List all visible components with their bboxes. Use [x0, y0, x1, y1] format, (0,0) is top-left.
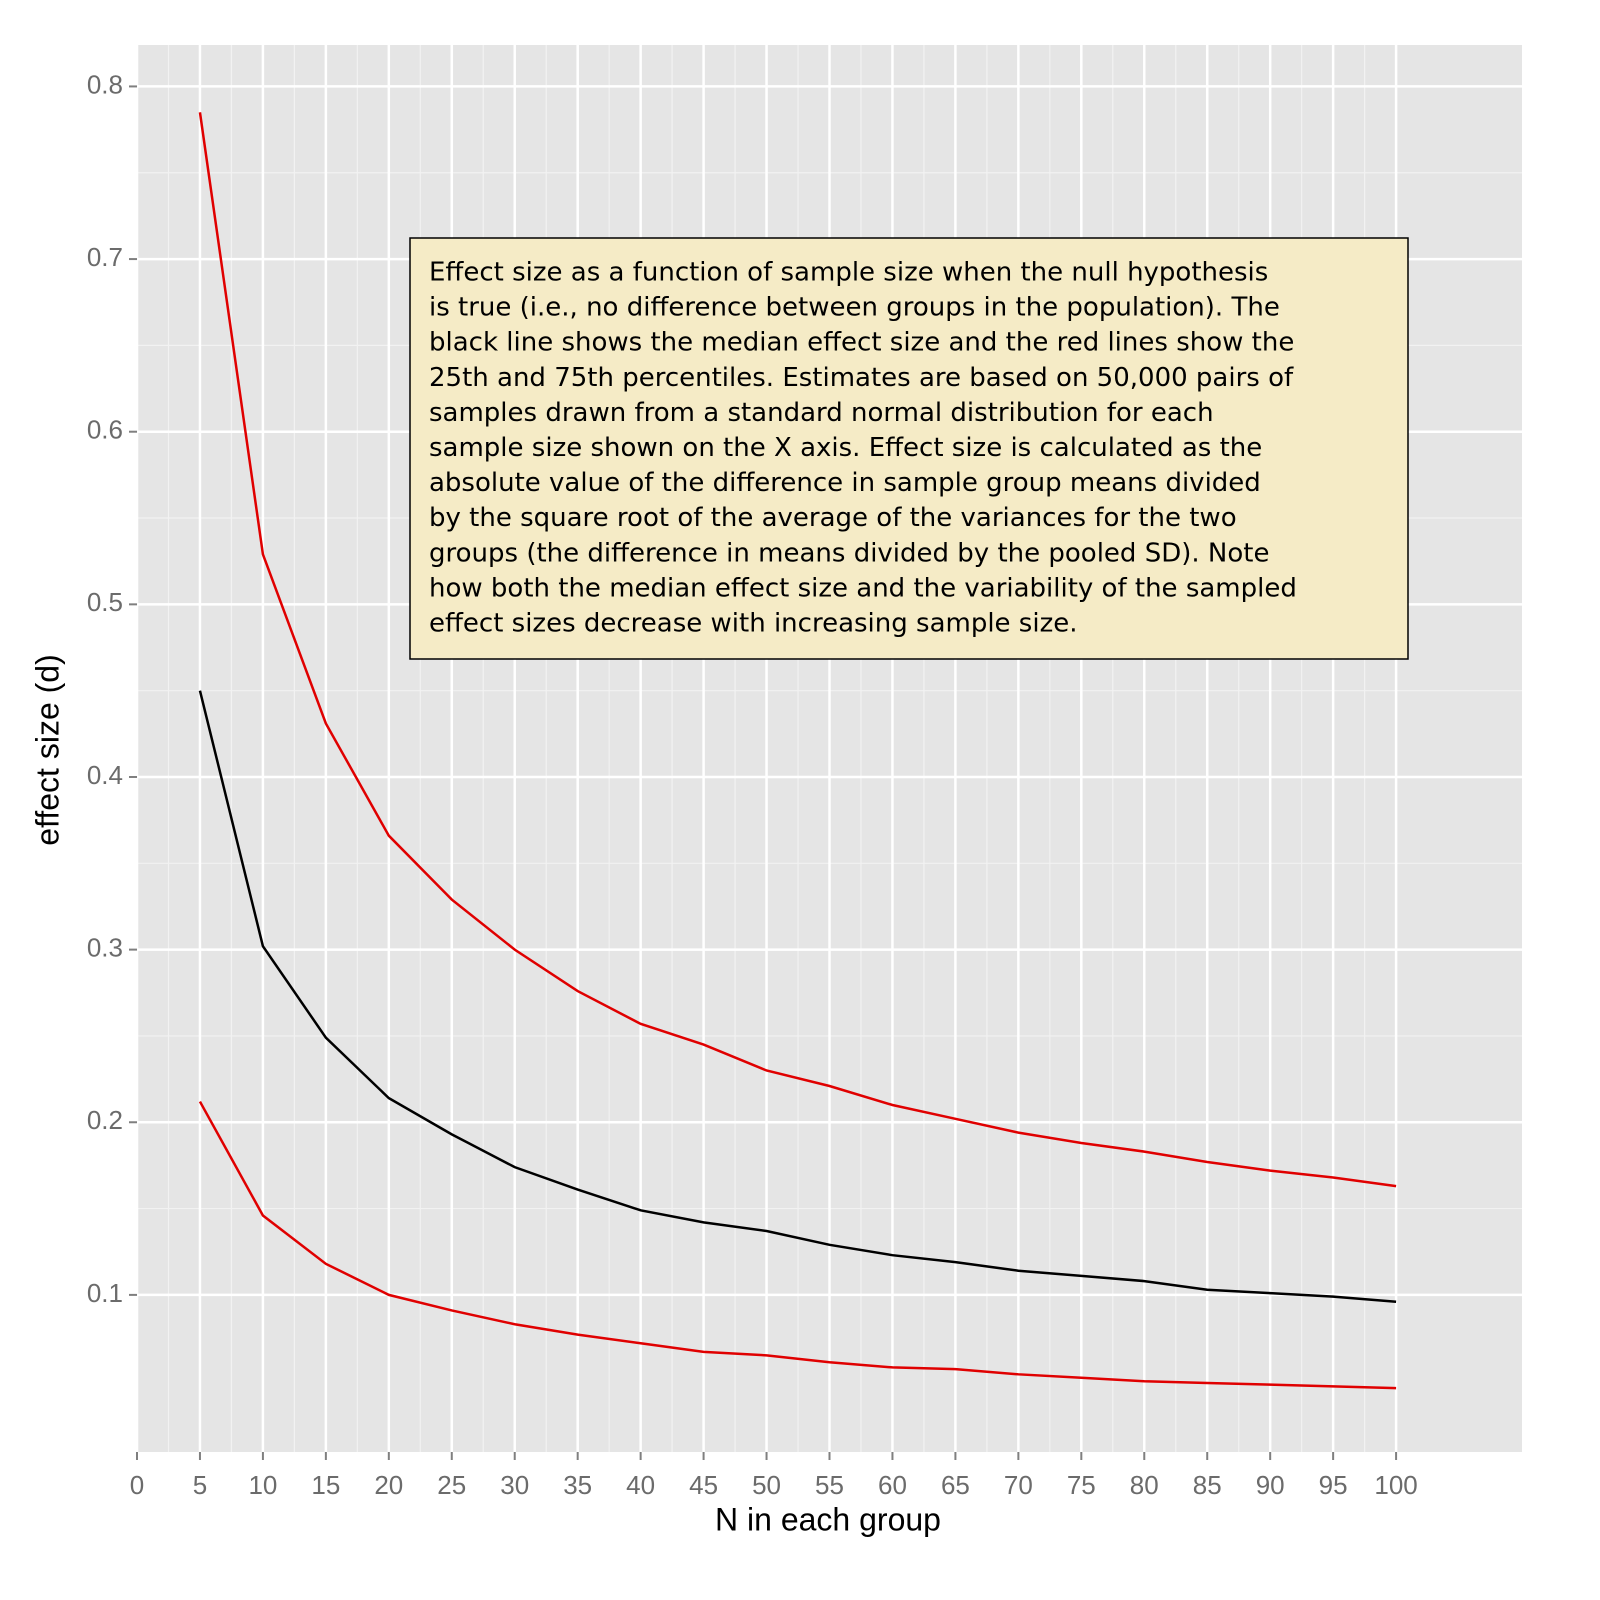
x-tick-label: 25	[437, 1470, 466, 1500]
y-tick-label: 0.2	[87, 1105, 123, 1135]
y-tick-label: 0.6	[87, 415, 123, 445]
annotation-line: Effect size as a function of sample size…	[429, 258, 1268, 288]
x-tick-label: 0	[130, 1470, 144, 1500]
x-tick-label: 85	[1193, 1470, 1222, 1500]
x-tick-label: 100	[1374, 1470, 1417, 1500]
annotation-line: effect sizes decrease with increasing sa…	[429, 609, 1078, 639]
annotation-line: black line shows the median effect size …	[429, 328, 1294, 358]
y-tick-label: 0.4	[87, 760, 123, 790]
y-axis-title: effect size (d)	[29, 654, 65, 845]
y-tick-label: 0.3	[87, 932, 123, 962]
series-line	[198, 112, 1397, 1188]
x-tick-label: 75	[1067, 1470, 1096, 1500]
y-tick-label: 0.8	[87, 69, 123, 99]
x-tick-label: 15	[311, 1470, 340, 1500]
annotation-box	[409, 237, 1409, 660]
y-tick-label: 0.1	[87, 1278, 123, 1308]
annotation-line: sample size shown on the X axis. Effect …	[429, 433, 1262, 463]
annotation-line: 25th and 75th percentiles. Estimates are…	[429, 363, 1294, 393]
x-axis-title: N in each group	[715, 1501, 941, 1537]
x-tick-label: 90	[1256, 1470, 1285, 1500]
annotation-line: groups (the difference in means divided …	[429, 538, 1269, 568]
x-tick-label: 20	[374, 1470, 403, 1500]
x-tick-label: 60	[878, 1470, 907, 1500]
x-tick-label: 95	[1319, 1470, 1348, 1500]
x-tick-label: 45	[689, 1470, 718, 1500]
x-tick-label: 5	[193, 1470, 207, 1500]
annotation-line: by the square root of the average of the…	[429, 503, 1237, 533]
lines	[198, 112, 1397, 1390]
x-tick-label: 10	[248, 1470, 277, 1500]
axes: 0 5 10 15 20 25 30 35 40 45 50 55 60 65 70 75 80 85 90 95 10…	[87, 69, 1418, 1500]
y-tick-label: 0.7	[87, 242, 123, 272]
x-tick-label: 65	[941, 1470, 970, 1500]
x-tick-label: 55	[815, 1470, 844, 1500]
series-line	[198, 1100, 1397, 1390]
series-line	[198, 690, 1397, 1304]
annotation-line: absolute value of the difference in samp…	[429, 468, 1261, 498]
annotation-line: how both the median effect size and the …	[429, 573, 1297, 603]
y-tick-label: 0.5	[87, 587, 123, 617]
annotation-line: is true (i.e., no difference between gro…	[429, 293, 1280, 323]
x-tick-label: 35	[563, 1470, 592, 1500]
annotation: Effect size as a function of sample size…	[429, 258, 1297, 639]
x-tick-label: 40	[626, 1470, 655, 1500]
x-tick-label: 50	[752, 1470, 781, 1500]
annotation-line: samples drawn from a standard normal dis…	[429, 398, 1214, 428]
x-tick-label: 80	[1130, 1470, 1159, 1500]
x-tick-label: 70	[1004, 1470, 1033, 1500]
x-tick-label: 30	[500, 1470, 529, 1500]
